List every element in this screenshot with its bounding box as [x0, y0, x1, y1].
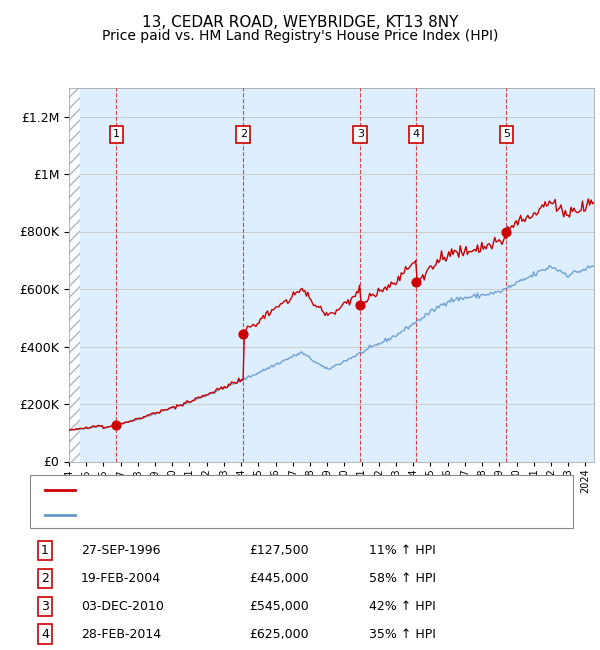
- Text: £625,000: £625,000: [249, 627, 308, 640]
- Text: 35% ↑ HPI: 35% ↑ HPI: [369, 627, 436, 640]
- Text: 4: 4: [412, 129, 419, 140]
- Point: [112, 420, 121, 430]
- Text: 13, CEDAR ROAD, WEYBRIDGE, KT13 8NY: 13, CEDAR ROAD, WEYBRIDGE, KT13 8NY: [142, 15, 458, 30]
- Text: 28-FEB-2014: 28-FEB-2014: [81, 627, 161, 640]
- Text: 58% ↑ HPI: 58% ↑ HPI: [369, 572, 436, 585]
- Text: 19-FEB-2004: 19-FEB-2004: [81, 572, 161, 585]
- Text: 3: 3: [41, 599, 49, 612]
- Text: £445,000: £445,000: [249, 572, 308, 585]
- Point: [239, 328, 248, 339]
- Text: 27-SEP-1996: 27-SEP-1996: [81, 543, 161, 556]
- Text: £127,500: £127,500: [249, 543, 308, 556]
- Text: 1: 1: [113, 129, 120, 140]
- Text: 42% ↑ HPI: 42% ↑ HPI: [369, 599, 436, 612]
- Text: 13, CEDAR ROAD, WEYBRIDGE, KT13 8NY (semi-detached house): 13, CEDAR ROAD, WEYBRIDGE, KT13 8NY (sem…: [81, 484, 464, 497]
- Text: HPI: Average price, semi-detached house, Elmbridge: HPI: Average price, semi-detached house,…: [81, 508, 392, 521]
- Point: [355, 300, 365, 310]
- Text: 3: 3: [357, 129, 364, 140]
- Text: £545,000: £545,000: [249, 599, 309, 612]
- Text: 2: 2: [41, 572, 49, 585]
- Point: [502, 226, 511, 237]
- Text: 03-DEC-2010: 03-DEC-2010: [81, 599, 164, 612]
- Text: 1: 1: [41, 543, 49, 556]
- Bar: [69, 88, 80, 461]
- Text: 2: 2: [240, 129, 247, 140]
- Text: 5: 5: [503, 129, 510, 140]
- Text: Price paid vs. HM Land Registry's House Price Index (HPI): Price paid vs. HM Land Registry's House …: [102, 29, 498, 43]
- Point: [411, 277, 421, 287]
- Text: 4: 4: [41, 627, 49, 640]
- Text: 11% ↑ HPI: 11% ↑ HPI: [369, 543, 436, 556]
